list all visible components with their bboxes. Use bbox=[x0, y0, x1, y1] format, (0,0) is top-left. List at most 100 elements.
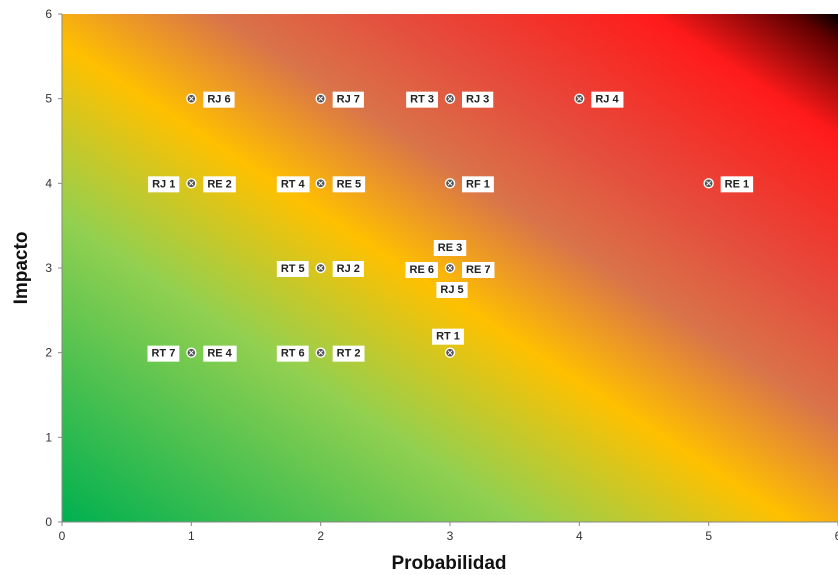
risk-point: RJ 1 RE 2 bbox=[148, 176, 236, 193]
point-label: RT 3 bbox=[406, 91, 438, 108]
point-label: RJ 6 bbox=[203, 91, 235, 108]
point-label-box bbox=[332, 176, 366, 193]
point-marker-cross bbox=[447, 180, 453, 186]
point-label-box bbox=[332, 91, 364, 108]
y-tick-label: 5 bbox=[45, 92, 52, 106]
point-label-text: RT 5 bbox=[281, 263, 305, 275]
x-tick-label: 5 bbox=[705, 529, 712, 543]
point-label-box bbox=[432, 328, 464, 345]
x-tick-label: 4 bbox=[576, 529, 583, 543]
point-marker-cross bbox=[318, 265, 324, 271]
point-label-text: RE 5 bbox=[337, 178, 361, 190]
point-marker-cross bbox=[447, 265, 453, 271]
point-label-box bbox=[332, 261, 364, 277]
point-label: RF 1 bbox=[462, 176, 494, 193]
risk-point: RT 7 RE 4 bbox=[147, 345, 237, 362]
point-marker-cross bbox=[188, 350, 194, 356]
point-label: RT 6 bbox=[276, 345, 309, 362]
x-tick-label: 2 bbox=[317, 529, 324, 543]
point-marker-cross bbox=[706, 180, 712, 186]
point-label-text: RF 1 bbox=[466, 178, 490, 190]
point-label-box bbox=[276, 261, 309, 277]
point-marker-cross bbox=[318, 180, 324, 186]
risk-point: RJ 4 bbox=[574, 91, 624, 108]
point-label-text: RJ 7 bbox=[337, 94, 360, 106]
point-label-text: RE 1 bbox=[725, 178, 749, 190]
point-label-text: RE 6 bbox=[410, 264, 434, 276]
point-label-box bbox=[591, 91, 624, 108]
x-tick-label: 1 bbox=[188, 529, 195, 543]
point-label: RE 3 bbox=[433, 240, 467, 256]
risk-point: RF 1 bbox=[444, 176, 494, 193]
point-label: RE 6 bbox=[405, 262, 438, 278]
point-marker-cross bbox=[576, 96, 582, 102]
point-label-box bbox=[147, 345, 180, 362]
point-label: RJ 5 bbox=[436, 282, 468, 298]
point-label-box bbox=[436, 282, 468, 298]
point-label-box bbox=[276, 176, 310, 193]
point-label: RJ 7 bbox=[332, 91, 364, 108]
point-marker-cross bbox=[447, 96, 453, 102]
point-label-box bbox=[332, 345, 365, 362]
point-label-box bbox=[203, 345, 237, 362]
point-label-text: RJ 5 bbox=[440, 284, 463, 296]
risk-point: RT 5 RJ 2 bbox=[276, 261, 364, 277]
point-label-text: RE 4 bbox=[207, 348, 232, 360]
point-label: RE 4 bbox=[203, 345, 237, 362]
point-label-box bbox=[406, 91, 438, 108]
point-label-box bbox=[462, 91, 494, 108]
point-label-box bbox=[433, 240, 467, 256]
point-label: RT 5 bbox=[276, 261, 309, 277]
point-label: RJ 3 bbox=[462, 91, 494, 108]
point-label-box bbox=[276, 345, 309, 362]
risk-point: RT 6 RT 2 bbox=[276, 345, 365, 362]
y-tick-label: 6 bbox=[45, 7, 52, 21]
risk-point: RT 4 RE 5 bbox=[276, 176, 366, 193]
y-tick-label: 2 bbox=[45, 346, 52, 360]
x-tick-label: 0 bbox=[59, 529, 66, 543]
point-label-text: RJ 3 bbox=[466, 94, 489, 106]
point-label-box bbox=[203, 91, 235, 108]
point-label: RJ 1 bbox=[148, 176, 180, 193]
y-tick-label: 0 bbox=[45, 515, 52, 529]
point-label-box bbox=[462, 262, 495, 278]
point-label: RT 4 bbox=[276, 176, 310, 193]
y-tick-label: 1 bbox=[45, 430, 52, 444]
point-label-text: RJ 6 bbox=[207, 94, 230, 106]
point-label-text: RJ 4 bbox=[595, 94, 619, 106]
point-label: RE 5 bbox=[332, 176, 366, 193]
point-marker-cross bbox=[188, 96, 194, 102]
risk-point: RE 1 bbox=[703, 176, 754, 193]
risk-point: RE 3 RE 6 RE 7RJ 5 bbox=[405, 240, 495, 298]
point-label-text: RT 2 bbox=[337, 348, 361, 360]
point-label-text: RT 1 bbox=[436, 331, 460, 343]
x-tick-label: 6 bbox=[835, 529, 838, 543]
point-label-box bbox=[203, 176, 236, 193]
point-label-box bbox=[462, 176, 494, 193]
risk-point: RJ 6 bbox=[186, 91, 235, 108]
point-label-box bbox=[720, 176, 754, 193]
y-tick-label: 4 bbox=[45, 176, 52, 190]
point-label-box bbox=[148, 176, 180, 193]
point-marker-cross bbox=[318, 96, 324, 102]
point-label-text: RE 2 bbox=[207, 178, 231, 190]
point-label: RE 1 bbox=[720, 176, 754, 193]
y-tick-label: 3 bbox=[45, 261, 52, 275]
point-marker-cross bbox=[447, 350, 453, 356]
point-label: RJ 2 bbox=[332, 261, 364, 277]
tick-labels: 0 1 2 3 4 5 6 0 1 2 3 4 5 6 bbox=[45, 7, 838, 543]
point-label-text: RJ 2 bbox=[337, 263, 360, 275]
risk-point: RT 1 bbox=[432, 328, 464, 358]
point-label-text: RE 3 bbox=[438, 242, 462, 254]
y-axis-title: Impacto bbox=[11, 232, 32, 305]
point-label: RE 2 bbox=[203, 176, 236, 193]
risk-point: RJ 7 bbox=[315, 91, 364, 108]
point-marker-cross bbox=[318, 350, 324, 356]
point-label-text: RT 4 bbox=[281, 178, 306, 190]
point-label: RJ 4 bbox=[591, 91, 624, 108]
point-label-text: RJ 1 bbox=[152, 178, 175, 190]
point-label: RT 1 bbox=[432, 328, 464, 345]
point-label: RT 7 bbox=[147, 345, 180, 362]
data-points: RJ 6 RJ 7 RT 3 RJ 3 RJ 4 RJ 1 RE 2 RT 4 RE 5 RF 1… bbox=[147, 91, 754, 362]
point-label-text: RT 7 bbox=[151, 348, 175, 360]
